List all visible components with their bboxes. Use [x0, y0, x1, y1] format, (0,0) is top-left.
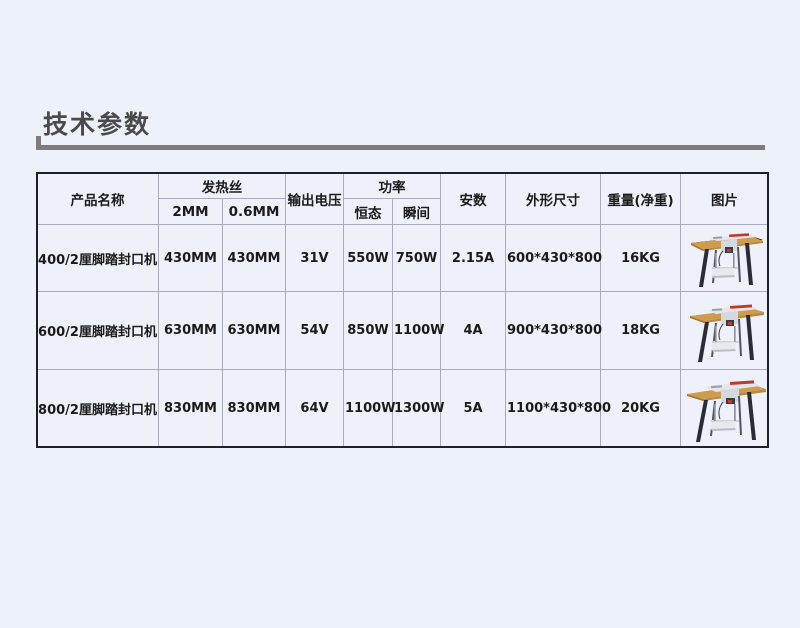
cell-output-voltage: 64V [285, 369, 344, 448]
cell-amperage: 4A [440, 291, 506, 370]
cell-wire-2mm: 430MM [158, 224, 223, 292]
cell-picture [680, 224, 769, 292]
header-heating-wire: 发热丝 [158, 172, 286, 199]
spec-table-container: 产品名称 发热丝 输出电压 功率 安数 外形尺寸 重量(净重) 图片 2MM 0… [36, 172, 769, 448]
cell-power-instant: 1100W [392, 291, 445, 370]
table-row: 400/2厘脚踏封口机 430MM 430MM 31V 550W 750W 2.… [36, 224, 769, 292]
page-title: 技术参数 [43, 110, 152, 139]
cell-amperage: 5A [440, 369, 506, 448]
cell-picture [680, 369, 769, 448]
header-wire-06mm: 0.6MM [222, 198, 286, 225]
table-header-row-2: 2MM 0.6MM 恒态 瞬间 [37, 198, 769, 225]
header-dimensions: 外形尺寸 [505, 172, 601, 225]
cell-wire-06mm: 830MM [222, 369, 286, 448]
cell-amperage: 2.15A [440, 224, 506, 292]
cell-power-constant: 1100W [343, 369, 396, 448]
section-title-block: 技术参数 [36, 108, 766, 150]
spec-table: 产品名称 发热丝 输出电压 功率 安数 外形尺寸 重量(净重) 图片 2MM 0… [36, 172, 769, 448]
spec-table-body: 400/2厘脚踏封口机 430MM 430MM 31V 550W 750W 2.… [36, 224, 769, 448]
table-row: 800/2厘脚踏封口机 830MM 830MM 64V 1100W 1300W … [36, 369, 769, 448]
cell-output-voltage: 31V [285, 224, 344, 292]
cell-power-constant: 850W [343, 291, 393, 370]
header-output-voltage: 输出电压 [285, 172, 344, 225]
cell-wire-06mm: 430MM [222, 224, 286, 292]
header-weight: 重量(净重) [600, 172, 681, 225]
cell-weight: 20KG [600, 369, 681, 448]
cell-weight: 18KG [600, 291, 681, 370]
table-header-row-1: 产品名称 发热丝 输出电压 功率 安数 外形尺寸 重量(净重) 图片 [36, 172, 769, 225]
cell-power-instant: 1300W [392, 369, 445, 448]
title-underline-tick [36, 136, 41, 150]
header-power-instant: 瞬间 [392, 198, 441, 225]
cell-power-constant: 550W [343, 224, 393, 292]
cell-power-instant: 750W [392, 224, 441, 292]
cell-dimensions: 600*430*800 [505, 224, 602, 292]
header-amperage: 安数 [440, 172, 506, 225]
header-picture: 图片 [680, 172, 769, 225]
cell-weight: 16KG [600, 224, 681, 292]
cell-wire-06mm: 630MM [222, 291, 286, 370]
cell-output-voltage: 54V [285, 291, 344, 370]
title-underline [36, 136, 765, 150]
header-product-name: 产品名称 [36, 172, 159, 225]
cell-wire-2mm: 830MM [158, 369, 223, 448]
cell-picture [680, 291, 769, 370]
table-row: 600/2厘脚踏封口机 630MM 630MM 54V 850W 1100W 4… [36, 291, 769, 370]
foot-pedal-sealing-machine-photo [684, 295, 765, 366]
cell-product-name: 600/2厘脚踏封口机 [36, 291, 159, 370]
cell-dimensions: 1100*430*800 [505, 369, 611, 448]
cell-product-name: 400/2厘脚踏封口机 [36, 224, 159, 292]
header-power-constant: 恒态 [343, 198, 393, 225]
cell-dimensions: 900*430*800 [505, 291, 602, 370]
foot-pedal-sealing-machine-photo [684, 225, 765, 291]
header-wire-2mm: 2MM [158, 198, 223, 225]
foot-pedal-sealing-machine-photo [682, 371, 767, 446]
cell-wire-2mm: 630MM [158, 291, 223, 370]
header-power: 功率 [343, 172, 441, 199]
cell-product-name: 800/2厘脚踏封口机 [36, 369, 159, 448]
